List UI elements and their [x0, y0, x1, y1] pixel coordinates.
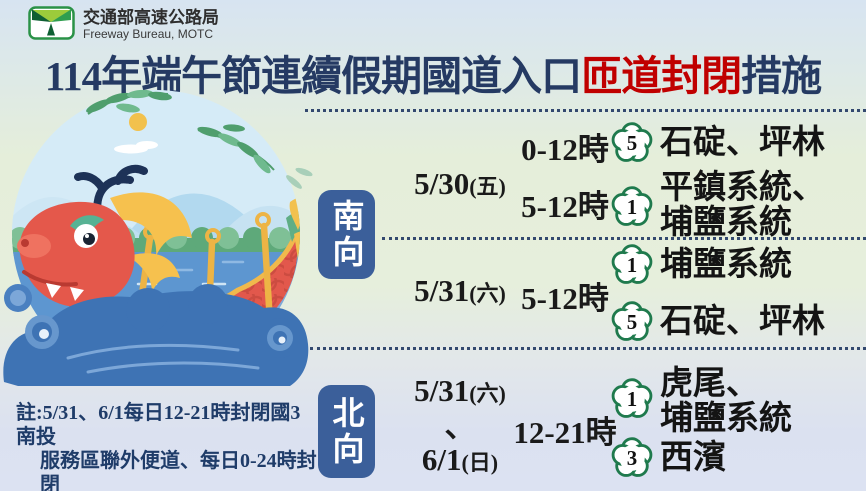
route-number: 1 — [627, 387, 637, 411]
date-531-61: 5/31(六) 、 6/1(日) — [414, 373, 506, 477]
footnote-line: 註:5/31、6/1每日12-21時封閉國3南投 — [16, 402, 301, 448]
direction-badge-north: 北向 — [318, 385, 375, 478]
date-530: 5/30(五) — [414, 166, 506, 201]
route-shield-icon: 1 — [611, 378, 653, 418]
dragon-boat-illustration — [3, 89, 313, 386]
route-number: 3 — [627, 446, 637, 470]
time-12-21: 12-21時 — [513, 415, 617, 450]
route-number: 5 — [627, 131, 637, 155]
closure-name: 埔鹽系統 — [660, 247, 792, 283]
closure-name: 虎尾、 埔鹽系統 — [660, 366, 792, 437]
bamboo-leaves-right — [197, 124, 313, 189]
time-0-12: 0-12時 — [521, 132, 609, 167]
title-highlight: 匝道封閉 — [581, 53, 742, 99]
time-5-12b: 5-12時 — [521, 281, 609, 316]
time-5-12: 5-12時 — [521, 189, 609, 224]
route-shield-icon: 3 — [611, 437, 653, 477]
org-names: 交通部高速公路局 Freeway Bureau, MOTC — [83, 6, 219, 41]
bamboo-leaves-left — [86, 89, 172, 115]
divider-south-north — [310, 347, 866, 350]
route-shield-icon: 1 — [611, 244, 653, 284]
route-number: 1 — [627, 195, 637, 219]
org-name-zh: 交通部高速公路局 — [83, 8, 219, 27]
org-name-en: Freeway Bureau, MOTC — [83, 26, 214, 41]
route-shield-icon: 5 — [611, 122, 653, 162]
closure-name: 平鎮系統、 埔鹽系統 — [660, 170, 825, 241]
divider-top — [305, 109, 866, 112]
route-shield-icon: 1 — [611, 186, 653, 226]
footnote-line: 服務區聯外便道、每日0-24時封閉 — [40, 450, 317, 491]
title-part2: 措施 — [741, 53, 822, 99]
route-number: 1 — [627, 253, 637, 277]
direction-badge-south: 南向 — [318, 190, 375, 279]
divider-south-rows — [382, 237, 866, 240]
route-shield-icon: 5 — [611, 301, 653, 341]
closure-name: 西濱 — [660, 440, 726, 476]
freeway-bureau-header: 交通部高速公路局 Freeway Bureau, MOTC — [28, 6, 219, 41]
date-531: 5/31(六) — [414, 273, 506, 308]
closure-name: 石碇、坪林 — [660, 304, 825, 340]
closure-name: 石碇、坪林 — [660, 125, 825, 161]
route-number: 5 — [627, 310, 637, 334]
footnote: 註:5/31、6/1每日12-21時封閉國3南投 服務區聯外便道、每日0-24時… — [16, 401, 318, 491]
freeway-bureau-logo-icon — [28, 6, 75, 40]
